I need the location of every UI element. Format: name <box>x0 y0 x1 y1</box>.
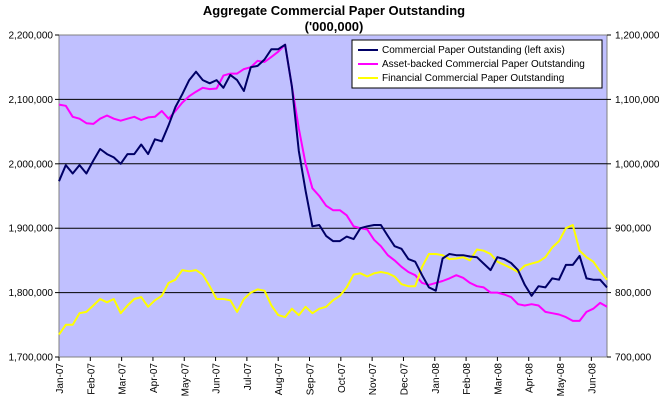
left-axis-tick-label: 2,100,000 <box>9 95 54 106</box>
x-axis-tick-label: Jun-08 <box>587 363 598 394</box>
x-axis-tick-label: Feb-08 <box>462 363 473 395</box>
series-line-asset-backed <box>58 43 608 322</box>
x-axis-tick-label: Mar-07 <box>118 363 129 395</box>
left-axis-tick-label: 1,700,000 <box>9 353 54 364</box>
x-axis-tick-label: Jan-07 <box>55 363 66 394</box>
right-axis-tick-label: 1,200,000 <box>615 31 660 42</box>
right-axis-tick-label: 900,000 <box>615 224 652 235</box>
x-axis-tick-label: May-08 <box>556 363 567 397</box>
x-axis: Jan-07 Feb-07 Mar-07 Apr-07 May-07 Jun-07 Jul-… <box>55 357 598 396</box>
right-axis-tick-label: 1,000,000 <box>615 159 660 170</box>
x-axis-tick-label: Jun-07 <box>212 363 223 394</box>
series-line-commercial-paper <box>58 43 608 297</box>
series-line-financial <box>58 224 608 336</box>
series-lines <box>58 43 608 336</box>
x-axis-tick-label: Mar-08 <box>493 363 504 395</box>
chart-title: Aggregate Commercial Paper Outstanding <box>203 3 465 18</box>
gridlines <box>59 98 607 294</box>
x-axis-tick-label: Nov-07 <box>368 363 379 396</box>
right-axis-tick-label: 1,100,000 <box>615 95 660 106</box>
legend-box <box>351 39 603 89</box>
right-axis-tick-label: 700,000 <box>615 353 652 364</box>
left-axis-tick-label: 2,000,000 <box>9 159 54 170</box>
left-axis: 1,700,000 1,800,000 1,900,000 2,000,000 2,10… <box>9 31 59 364</box>
x-axis-tick-label: Sep-07 <box>306 363 317 396</box>
left-axis-tick-label: 1,900,000 <box>9 224 54 235</box>
legend: Commercial Paper Outstanding (left axis)… <box>351 39 603 89</box>
x-axis-tick-label: Oct-07 <box>337 363 348 393</box>
x-axis-tick-label: Apr-08 <box>525 363 536 393</box>
legend-label-financial: Financial Commercial Paper Outstanding <box>382 73 564 84</box>
x-axis-tick-label: Feb-07 <box>86 363 97 395</box>
legend-label-asset-backed: Asset-backed Commercial Paper Outstandin… <box>382 59 585 70</box>
x-axis-tick-label: Apr-07 <box>149 363 160 393</box>
x-axis-tick-label: Jul-07 <box>243 363 254 391</box>
x-axis-tick-label: Jan-08 <box>431 363 442 394</box>
left-axis-tick-label: 2,200,000 <box>9 31 54 42</box>
legend-label-commercial: Commercial Paper Outstanding (left axis) <box>382 45 565 56</box>
left-axis-tick-label: 1,800,000 <box>9 288 54 299</box>
right-axis: 700,000 800,000 900,000 1,000,000 1,100,000 1… <box>607 31 660 364</box>
x-axis-tick-label: Dec-07 <box>399 363 410 396</box>
right-axis-tick-label: 800,000 <box>615 288 652 299</box>
x-axis-tick-label: May-07 <box>180 363 191 397</box>
chart-subtitle: ('000,000) <box>305 19 364 34</box>
x-axis-tick-label: Aug-07 <box>274 363 285 396</box>
